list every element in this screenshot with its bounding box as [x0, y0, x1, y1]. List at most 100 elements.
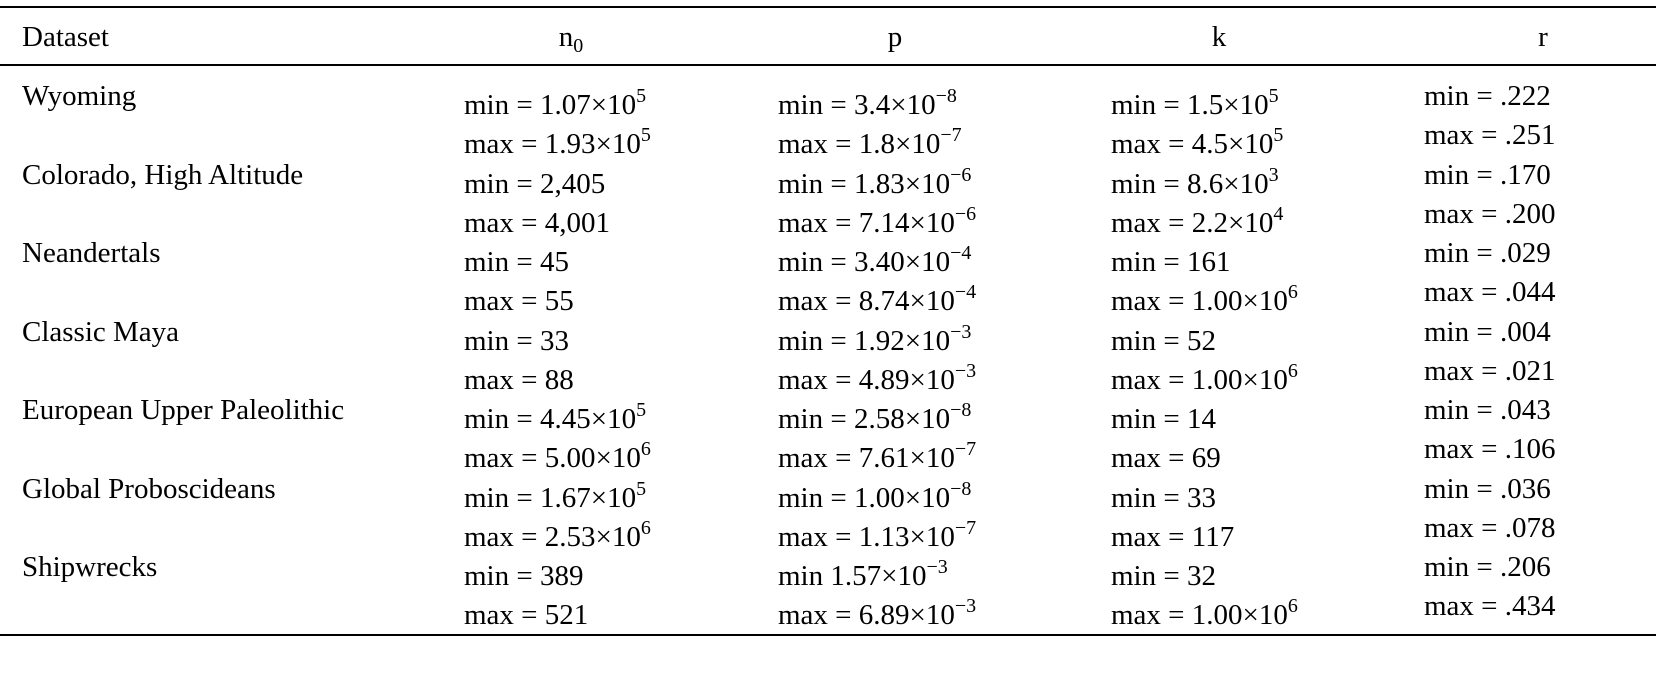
k-min-cell: min = 33: [1111, 471, 1216, 516]
k-max-cell-value: max = 2.2×10: [1111, 206, 1274, 239]
dataset-name-value: Colorado, High Altitude: [22, 158, 304, 191]
dataset-name: European Upper Paleolithic: [22, 392, 344, 428]
row-max-line: max = 1.93×105 max = 1.8×10−7 max = 4.5×10…: [0, 117, 1656, 160]
r-min-cell-value: min = .222: [1424, 80, 1551, 112]
row-max-line: max = 2.53×106 max = 1.13×10−7 max = 117 ma…: [0, 510, 1656, 553]
p-max-cell-exponent: −3: [954, 595, 977, 617]
p-min-cell-value: min = 1.92×10: [778, 324, 951, 357]
k-min-cell: min = 8.6×103: [1111, 157, 1279, 202]
row-max-line: max = 5.00×106 max = 7.61×10−7 max = 69 max…: [0, 431, 1656, 474]
dataset-name: Wyoming: [22, 78, 136, 114]
p-max-cell: max = 8.74×10−4: [778, 274, 976, 319]
row-min-line: Shipwrecks min = 389 min 1.57×10−3 min = 32…: [0, 549, 1656, 592]
n0-min-cell: min = 389: [464, 549, 583, 594]
row-min-line: Global Proboscideans min = 1.67×105 min = …: [0, 471, 1656, 514]
p-min-cell-exponent: −4: [950, 242, 972, 264]
r-min-cell: min = .170: [1424, 157, 1551, 193]
r-max-cell-value: max = .200: [1424, 197, 1556, 230]
table-row: Wyoming min = 1.07×105 min = 3.4×10−8 min =…: [0, 78, 1656, 160]
p-min-cell-exponent: −8: [935, 85, 957, 107]
p-max-cell-value: max = 7.61×10: [778, 442, 955, 474]
p-min-cell: min = 1.83×10−6: [778, 157, 971, 202]
r-max-cell-value: max = .044: [1424, 276, 1556, 308]
p-max-cell-exponent: −4: [954, 281, 977, 303]
p-min-cell-exponent: −6: [950, 163, 972, 186]
n0-min-cell-exponent: 5: [636, 399, 647, 421]
n0-max-cell-value: max = 2.53×10: [464, 520, 641, 553]
dataset-name: Colorado, High Altitude: [22, 157, 303, 193]
n0-min-cell: min = 45: [464, 235, 569, 280]
header-dataset: Dataset: [22, 21, 109, 53]
n0-min-cell-value: min = 1.67×10: [464, 481, 637, 514]
n0-max-cell-value: max = 4,001: [464, 206, 611, 239]
k-max-cell-value: max = 1.00×10: [1111, 599, 1288, 631]
n0-max-cell-value: max = 521: [464, 599, 589, 631]
r-min-cell-value: min = .029: [1424, 237, 1551, 269]
row-max-line: max = 4,001 max = 7.14×10−6 max = 2.2×104 m…: [0, 196, 1656, 239]
n0-max-cell: max = 55: [464, 274, 574, 319]
k-max-cell-value: max = 117: [1111, 520, 1235, 553]
row-min-line: Colorado, High Altitude min = 2,405 min = …: [0, 157, 1656, 200]
p-max-cell-value: max = 1.13×10: [778, 520, 955, 553]
table-row: Classic Maya min = 33 min = 1.92×10−3 min =…: [0, 314, 1656, 396]
p-min-cell: min = 2.58×10−8: [778, 392, 971, 437]
k-max-cell-value: max = 1.00×10: [1111, 363, 1288, 396]
table-row: European Upper Paleolithic min = 4.45×105…: [0, 392, 1656, 474]
k-min-cell: min = 1.5×105: [1111, 78, 1279, 123]
k-min-cell-value: min = 32: [1111, 560, 1216, 592]
p-max-cell-exponent: −6: [954, 202, 977, 225]
dataset-name: Shipwrecks: [22, 549, 157, 585]
n0-min-cell-value: min = 389: [464, 560, 584, 592]
n0-max-cell-value: max = 1.93×10: [464, 128, 641, 160]
n0-max-cell-value: max = 5.00×10: [464, 442, 641, 474]
r-max-cell: max = .106: [1424, 431, 1556, 467]
p-min-cell: min 1.57×10−3: [778, 549, 948, 594]
p-max-cell-value: max = 6.89×10: [778, 599, 955, 631]
k-max-cell-value: max = 69: [1111, 442, 1221, 474]
n0-max-cell-exponent: 6: [640, 516, 651, 539]
r-max-cell-value: max = .251: [1424, 119, 1556, 151]
table-row: Colorado, High Altitude min = 2,405 min = …: [0, 157, 1656, 239]
p-min-cell-value: min = 1.83×10: [778, 167, 951, 200]
row-min-line: Neandertals min = 45 min = 3.40×10−4 min = …: [0, 235, 1656, 278]
dataset-name-value: European Upper Paleolithic: [22, 394, 345, 426]
k-max-cell: max = 69: [1111, 431, 1221, 476]
p-min-cell-exponent: −8: [950, 477, 972, 500]
row-max-line: max = 55 max = 8.74×10−4 max = 1.00×106 max…: [0, 274, 1656, 317]
n0-min-cell-value: min = 4.45×10: [464, 403, 637, 435]
table-row: Global Proboscideans min = 1.67×105 min = …: [0, 471, 1656, 553]
bottom-rule: [0, 634, 1656, 636]
k-max-cell-exponent: 6: [1287, 595, 1298, 617]
dataset-name-value: Classic Maya: [22, 315, 180, 348]
p-max-cell: max = 1.8×10−7: [778, 117, 962, 162]
r-max-cell-value: max = .078: [1424, 511, 1556, 544]
k-min-cell: min = 32: [1111, 549, 1216, 594]
p-max-cell: max = 1.13×10−7: [778, 510, 976, 555]
dataset-name: Global Proboscideans: [22, 471, 276, 507]
header-rule: [0, 64, 1656, 66]
dataset-name-value: Neandertals: [22, 237, 161, 269]
r-min-cell-value: min = .043: [1424, 394, 1551, 426]
header-k: k: [1211, 21, 1227, 53]
n0-max-cell: max = 5.00×106: [464, 431, 651, 476]
r-min-cell: min = .222: [1424, 78, 1551, 114]
p-min-cell-exponent: −3: [950, 320, 972, 343]
n0-min-cell: min = 1.07×105: [464, 78, 646, 123]
r-min-cell: min = .036: [1424, 471, 1551, 507]
row-max-line: max = 88 max = 4.89×10−3 max = 1.00×106 max…: [0, 353, 1656, 396]
p-min-cell-exponent: −3: [926, 556, 948, 578]
p-max-cell: max = 7.14×10−6: [778, 196, 976, 241]
n0-max-cell: max = 2.53×106: [464, 510, 651, 555]
header-r: r: [1538, 21, 1548, 53]
k-max-cell-exponent: 6: [1287, 281, 1298, 303]
n0-min-cell: min = 4.45×105: [464, 392, 646, 437]
n0-max-cell: max = 1.93×105: [464, 117, 651, 162]
n0-min-cell-value: min = 2,405: [464, 167, 606, 200]
p-max-cell: max = 6.89×10−3: [778, 588, 976, 633]
k-min-cell-value: min = 161: [1111, 246, 1231, 278]
n0-min-cell-value: min = 33: [464, 324, 569, 357]
k-min-cell-value: min = 52: [1111, 324, 1216, 357]
k-max-cell: max = 2.2×104: [1111, 196, 1283, 241]
n0-min-cell-exponent: 5: [636, 477, 647, 500]
